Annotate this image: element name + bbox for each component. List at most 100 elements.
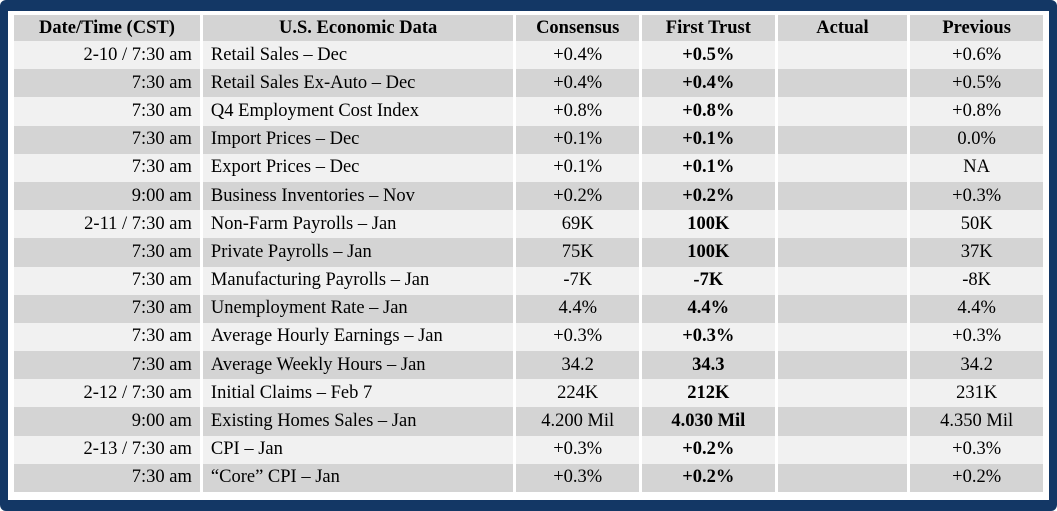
cell-date: 2-13 / 7:30 am <box>14 435 200 464</box>
cell-first-trust: +0.2% <box>642 435 775 464</box>
cell-actual <box>777 97 908 126</box>
table-row: 7:30 am Private Payrolls – Jan 75K 100K 37K <box>14 238 1043 267</box>
cell-date: 7:30 am <box>14 153 200 182</box>
cell-previous: +0.6% <box>910 41 1043 70</box>
cell-consensus: +0.3% <box>516 435 640 464</box>
table-row: 7:30 am Import Prices – Dec +0.1% +0.1% 0.0% <box>14 125 1043 154</box>
table-row: 9:00 am Existing Homes Sales – Jan 4.200 M… <box>14 407 1043 436</box>
header-consensus: Consensus <box>516 15 640 41</box>
cell-consensus: +0.4% <box>516 41 640 70</box>
cell-actual <box>777 294 908 323</box>
table-row: 2-10 / 7:30 am Retail Sales – Dec +0.4% +0.… <box>14 41 1043 70</box>
cell-actual <box>777 435 908 464</box>
table-panel: Date/Time (CST) U.S. Economic Data Conse… <box>8 11 1049 500</box>
table-row: 7:30 am Retail Sales Ex-Auto – Dec +0.4% +0… <box>14 69 1043 98</box>
cell-consensus: 4.4% <box>516 294 640 323</box>
cell-consensus: +0.3% <box>516 322 640 352</box>
cell-indicator: Private Payrolls – Jan <box>202 238 514 267</box>
table-row: 7:30 am Q4 Employment Cost Index +0.8% +0.8… <box>14 97 1043 126</box>
cell-indicator: Average Hourly Earnings – Jan <box>202 322 514 352</box>
cell-date: 7:30 am <box>14 266 200 295</box>
cell-previous: 50K <box>910 210 1043 239</box>
cell-actual <box>777 153 908 182</box>
table-row: 7:30 am Unemployment Rate – Jan 4.4% 4.4% 4.… <box>14 294 1043 323</box>
cell-consensus: +0.2% <box>516 181 640 211</box>
cell-actual <box>777 379 908 408</box>
table-row: 2-11 / 7:30 am Non-Farm Payrolls – Jan 69K… <box>14 210 1043 239</box>
header-date: Date/Time (CST) <box>14 15 200 41</box>
cell-indicator: Unemployment Rate – Jan <box>202 294 514 323</box>
cell-indicator: Business Inventories – Nov <box>202 181 514 211</box>
table-row: 7:30 am Average Weekly Hours – Jan 34.2 34.… <box>14 351 1043 380</box>
cell-indicator: Export Prices – Dec <box>202 153 514 182</box>
cell-actual <box>777 210 908 239</box>
cell-date: 7:30 am <box>14 97 200 126</box>
cell-date: 7:30 am <box>14 463 200 492</box>
cell-previous: +0.5% <box>910 69 1043 98</box>
cell-first-trust: +0.2% <box>642 181 775 211</box>
cell-consensus: 75K <box>516 238 640 267</box>
cell-indicator: Initial Claims – Feb 7 <box>202 379 514 408</box>
cell-date: 2-10 / 7:30 am <box>14 41 200 70</box>
cell-first-trust: 100K <box>642 210 775 239</box>
cell-previous: 0.0% <box>910 125 1043 154</box>
cell-previous: +0.8% <box>910 97 1043 126</box>
cell-indicator: Non-Farm Payrolls – Jan <box>202 210 514 239</box>
cell-actual <box>777 69 908 98</box>
cell-consensus: -7K <box>516 266 640 295</box>
cell-actual <box>777 266 908 295</box>
cell-actual <box>777 407 908 436</box>
cell-previous: 4.4% <box>910 294 1043 323</box>
header-row: Date/Time (CST) U.S. Economic Data Conse… <box>14 15 1043 41</box>
cell-date: 7:30 am <box>14 125 200 154</box>
cell-date: 7:30 am <box>14 322 200 352</box>
table-row: 7:30 am “Core” CPI – Jan +0.3% +0.2% +0.2% <box>14 463 1043 492</box>
cell-actual <box>777 181 908 211</box>
cell-consensus: +0.1% <box>516 125 640 154</box>
cell-previous: 231K <box>910 379 1043 408</box>
cell-indicator: Import Prices – Dec <box>202 125 514 154</box>
cell-first-trust: +0.8% <box>642 97 775 126</box>
cell-previous: +0.3% <box>910 322 1043 352</box>
cell-indicator: “Core” CPI – Jan <box>202 463 514 492</box>
cell-consensus: +0.1% <box>516 153 640 182</box>
cell-first-trust: 100K <box>642 238 775 267</box>
cell-first-trust: +0.4% <box>642 69 775 98</box>
cell-consensus: +0.4% <box>516 69 640 98</box>
header-name: U.S. Economic Data <box>202 15 514 41</box>
cell-first-trust: 4.030 Mil <box>642 407 775 436</box>
header-previous: Previous <box>910 15 1043 41</box>
cell-first-trust: +0.5% <box>642 41 775 70</box>
cell-actual <box>777 41 908 70</box>
cell-first-trust: +0.3% <box>642 322 775 352</box>
cell-actual <box>777 322 908 352</box>
cell-date: 7:30 am <box>14 69 200 98</box>
cell-first-trust: +0.2% <box>642 463 775 492</box>
cell-indicator: Average Weekly Hours – Jan <box>202 351 514 380</box>
cell-date: 7:30 am <box>14 294 200 323</box>
cell-previous: 34.2 <box>910 351 1043 380</box>
cell-indicator: Q4 Employment Cost Index <box>202 97 514 126</box>
cell-date: 7:30 am <box>14 351 200 380</box>
table-row: 9:00 am Business Inventories – Nov +0.2% +0… <box>14 181 1043 211</box>
table-row: 2-13 / 7:30 am CPI – Jan +0.3% +0.2% +0.3% <box>14 435 1043 464</box>
cell-consensus: 34.2 <box>516 351 640 380</box>
cell-previous: +0.3% <box>910 435 1043 464</box>
cell-indicator: CPI – Jan <box>202 435 514 464</box>
economic-data-table: Date/Time (CST) U.S. Economic Data Conse… <box>11 15 1046 492</box>
cell-first-trust: 212K <box>642 379 775 408</box>
cell-actual <box>777 238 908 267</box>
cell-indicator: Existing Homes Sales – Jan <box>202 407 514 436</box>
table-row: 7:30 am Export Prices – Dec +0.1% +0.1% NA <box>14 153 1043 182</box>
cell-indicator: Manufacturing Payrolls – Jan <box>202 266 514 295</box>
cell-consensus: 69K <box>516 210 640 239</box>
table-row: 7:30 am Average Hourly Earnings – Jan +0.3… <box>14 322 1043 352</box>
cell-indicator: Retail Sales – Dec <box>202 41 514 70</box>
cell-previous: 37K <box>910 238 1043 267</box>
cell-actual <box>777 463 908 492</box>
cell-actual <box>777 125 908 154</box>
cell-first-trust: 4.4% <box>642 294 775 323</box>
table-row: 2-12 / 7:30 am Initial Claims – Feb 7 224K… <box>14 379 1043 408</box>
cell-previous: +0.3% <box>910 181 1043 211</box>
